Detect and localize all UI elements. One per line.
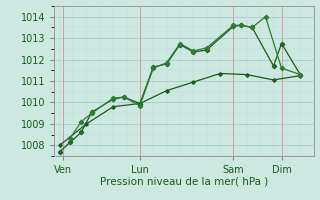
X-axis label: Pression niveau de la mer( hPa ): Pression niveau de la mer( hPa ) bbox=[100, 176, 268, 186]
